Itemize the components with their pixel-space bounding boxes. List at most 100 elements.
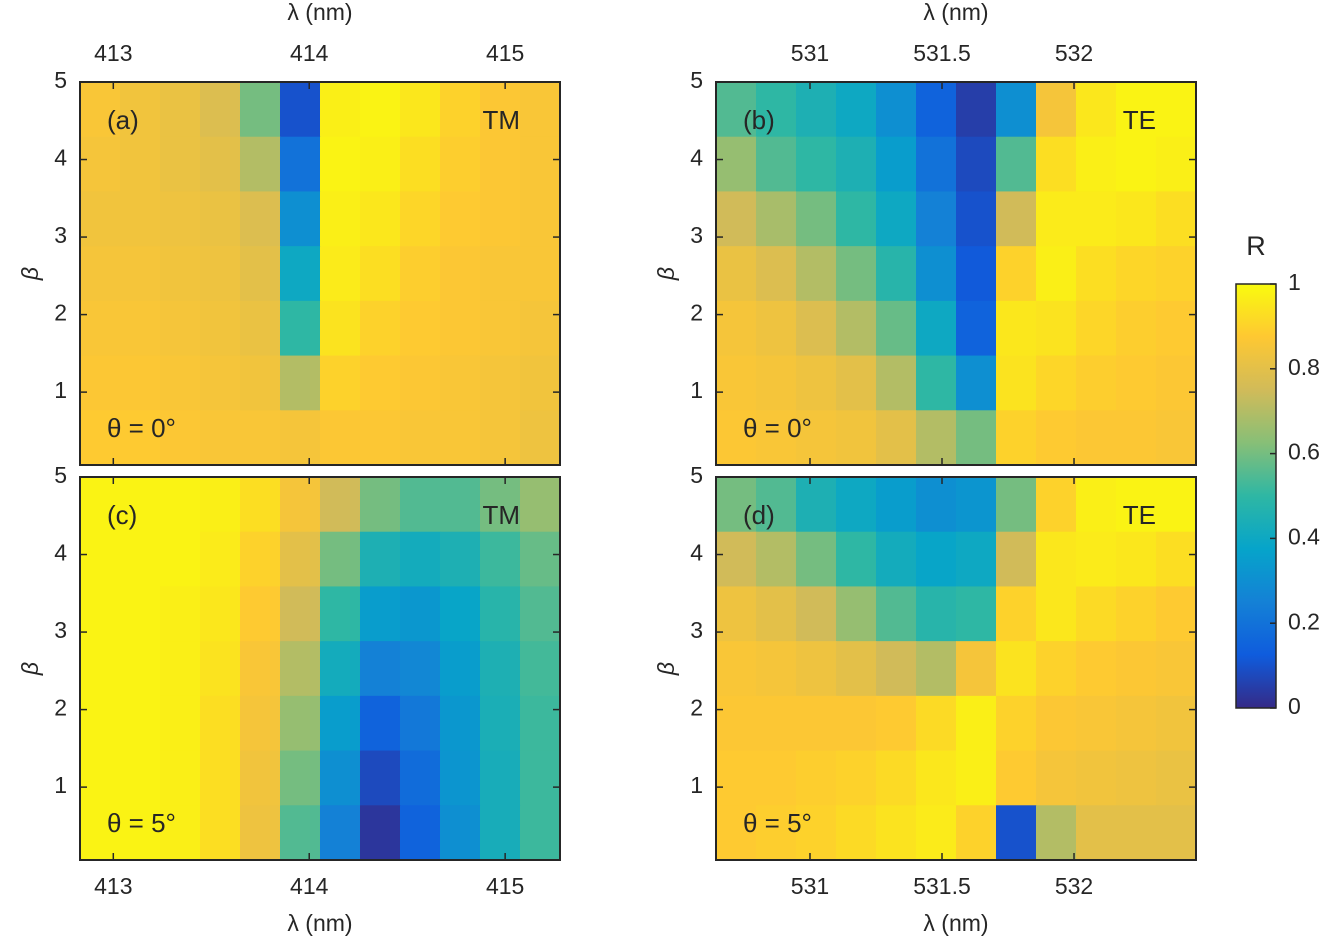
y-tick-label: 5 bbox=[54, 462, 67, 488]
heatmap-cell bbox=[80, 300, 121, 357]
heatmap-cell bbox=[716, 750, 757, 806]
heatmap-cell bbox=[360, 300, 401, 357]
heatmap-cell bbox=[956, 300, 997, 357]
heatmap-cell bbox=[996, 355, 1037, 411]
heatmap-cell bbox=[520, 410, 561, 466]
heatmap-cell bbox=[360, 82, 401, 138]
heatmap-cell bbox=[480, 191, 521, 247]
heatmap-cell bbox=[1036, 477, 1077, 533]
heatmap-cell bbox=[320, 477, 361, 533]
heatmap-cell bbox=[1116, 750, 1157, 806]
heatmap-cell bbox=[756, 246, 797, 302]
heatmap-cell bbox=[400, 82, 441, 138]
heatmap-cell bbox=[320, 531, 361, 588]
heatmap-cell bbox=[160, 641, 201, 697]
heatmap-cell bbox=[280, 750, 321, 806]
heatmap-cell bbox=[360, 805, 401, 861]
heatmap-cell bbox=[836, 531, 877, 588]
heatmap-cell bbox=[756, 410, 797, 466]
heatmap-cell bbox=[520, 641, 561, 697]
y-tick-label: 1 bbox=[690, 772, 703, 798]
y-axis-label: β bbox=[653, 267, 679, 281]
heatmap-cell bbox=[996, 750, 1037, 806]
heatmap-cell bbox=[1036, 410, 1077, 466]
heatmap-cell bbox=[1116, 355, 1157, 411]
heatmap-cell bbox=[716, 586, 757, 642]
heatmap-cell bbox=[440, 410, 481, 466]
panel-label: (d) bbox=[743, 500, 775, 530]
heatmap-cell bbox=[160, 750, 201, 806]
heatmap-cell bbox=[200, 246, 241, 302]
heatmap-cell bbox=[440, 641, 481, 697]
heatmap-cell bbox=[480, 531, 521, 588]
heatmap-cell bbox=[716, 136, 757, 193]
heatmap-cell bbox=[200, 300, 241, 357]
heatmap-cell bbox=[520, 531, 561, 588]
heatmap-cell bbox=[480, 410, 521, 466]
heatmap-cell bbox=[240, 191, 281, 247]
heatmap-cell bbox=[1156, 750, 1197, 806]
heatmap-cell bbox=[1156, 805, 1197, 861]
heatmap-cell bbox=[1116, 136, 1157, 193]
heatmap-cell bbox=[796, 136, 837, 193]
heatmap-cell bbox=[200, 750, 241, 806]
heatmap-cell bbox=[796, 477, 837, 533]
heatmap-cell bbox=[360, 531, 401, 588]
heatmap-cell bbox=[876, 355, 917, 411]
heatmap-cell bbox=[240, 246, 281, 302]
heatmap-cell bbox=[80, 695, 121, 752]
heatmap-cell bbox=[160, 695, 201, 752]
heatmap-cell bbox=[80, 477, 121, 533]
heatmap-cell bbox=[280, 531, 321, 588]
panel-label: (b) bbox=[743, 105, 775, 135]
heatmap-cell bbox=[80, 586, 121, 642]
heatmap-cell bbox=[716, 477, 757, 533]
heatmap-cell bbox=[400, 586, 441, 642]
heatmap-cell bbox=[836, 805, 877, 861]
heatmap-cell bbox=[836, 136, 877, 193]
heatmap-cell bbox=[120, 355, 161, 411]
heatmap-cell bbox=[1116, 477, 1157, 533]
heatmap-cell bbox=[200, 531, 241, 588]
heatmap-cell bbox=[360, 355, 401, 411]
heatmap-cell bbox=[1036, 586, 1077, 642]
heatmap-cell bbox=[796, 246, 837, 302]
heatmap-cell bbox=[716, 641, 757, 697]
heatmap-cell bbox=[360, 750, 401, 806]
heatmap-cell bbox=[1156, 82, 1197, 138]
heatmap-cell bbox=[876, 82, 917, 138]
heatmap-cell bbox=[320, 82, 361, 138]
heatmap-cell bbox=[916, 410, 957, 466]
heatmap-cell bbox=[240, 750, 281, 806]
heatmap-cell bbox=[796, 586, 837, 642]
heatmap-cell bbox=[1076, 82, 1117, 138]
heatmap-cell bbox=[120, 805, 161, 861]
heatmap-cell bbox=[520, 355, 561, 411]
heatmap-cell bbox=[1076, 641, 1117, 697]
heatmap-cell bbox=[80, 410, 121, 466]
heatmap-cell bbox=[480, 695, 521, 752]
heatmap-cell bbox=[480, 136, 521, 193]
heatmap-cell bbox=[1076, 750, 1117, 806]
heatmap-cell bbox=[320, 300, 361, 357]
heatmap-cell bbox=[956, 246, 997, 302]
x-tick-label: 413 bbox=[94, 873, 132, 899]
x-tick-label: 415 bbox=[486, 40, 524, 66]
heatmap-cell bbox=[956, 410, 997, 466]
heatmap-cell bbox=[996, 805, 1037, 861]
heatmap-cell bbox=[916, 82, 957, 138]
heatmap-cell bbox=[1076, 586, 1117, 642]
heatmap-cell bbox=[320, 410, 361, 466]
x-axis-label: λ (nm) bbox=[287, 0, 352, 25]
heatmap-cell bbox=[756, 300, 797, 357]
heatmap-cell bbox=[1116, 586, 1157, 642]
heatmap-cell bbox=[756, 750, 797, 806]
y-tick-label: 5 bbox=[690, 67, 703, 93]
heatmap-cell bbox=[1036, 805, 1077, 861]
heatmap-cell bbox=[120, 531, 161, 588]
heatmap-cell bbox=[400, 695, 441, 752]
heatmap-cell bbox=[1036, 750, 1077, 806]
heatmap-cell bbox=[1076, 246, 1117, 302]
heatmap-cell bbox=[240, 586, 281, 642]
